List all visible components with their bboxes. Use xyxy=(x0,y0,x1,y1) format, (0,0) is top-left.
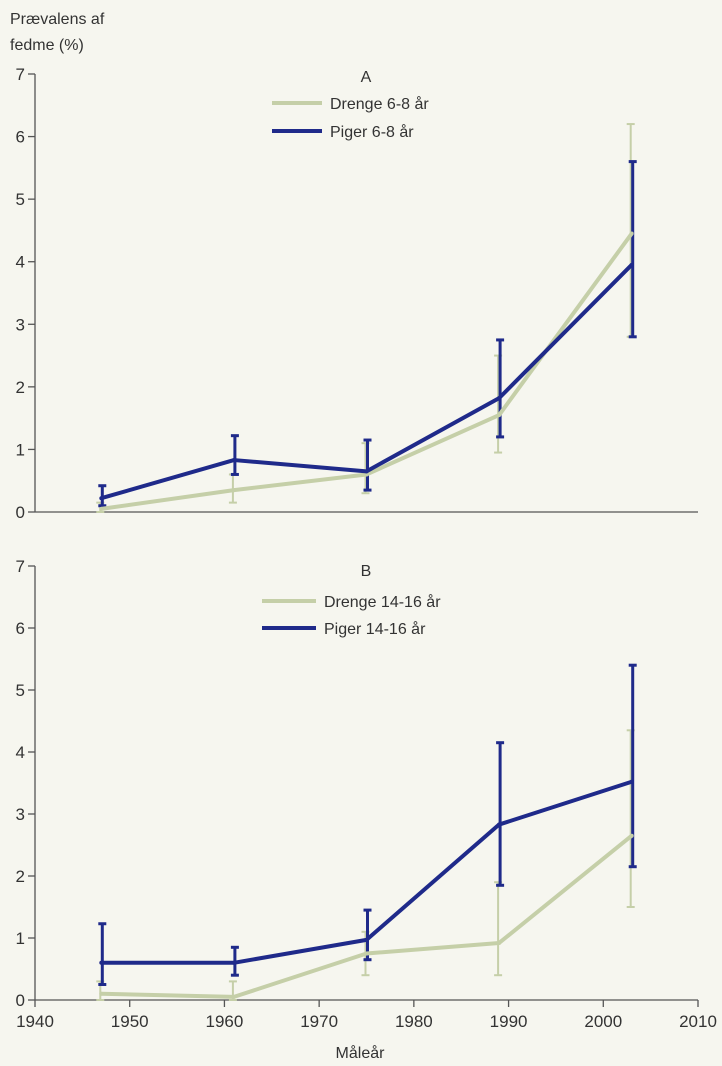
x-tick-label: 1950 xyxy=(111,1012,149,1031)
series-lines xyxy=(99,779,634,999)
y-tick-label: 5 xyxy=(16,190,25,209)
y-axis-ticks: 0 1 2 3 4 5 6 7 xyxy=(16,65,35,522)
x-tick-label: 2010 xyxy=(679,1012,717,1031)
x-tick-label: 1970 xyxy=(300,1012,338,1031)
legend-label-piger-6-8: Piger 6-8 år xyxy=(330,123,414,141)
data-point xyxy=(99,960,104,965)
x-tick-label: 1990 xyxy=(490,1012,528,1031)
data-point xyxy=(231,994,236,999)
x-tick-label: 1960 xyxy=(206,1012,244,1031)
y-tick-label: 6 xyxy=(16,128,25,147)
series-lines xyxy=(99,231,634,511)
y-axis-title-line2: fedme (%) xyxy=(10,37,84,54)
x-tick-label: 1980 xyxy=(395,1012,433,1031)
y-tick-label: 7 xyxy=(16,557,25,576)
y-axis-title-line1: Prævalens af xyxy=(10,11,105,28)
data-point xyxy=(99,496,104,501)
data-point xyxy=(99,506,104,511)
x-axis-title: Måleår xyxy=(336,1044,386,1062)
y-tick-label: 3 xyxy=(16,315,25,334)
y-tick-label: 2 xyxy=(16,867,25,886)
data-point xyxy=(629,779,634,784)
y-tick-label: 5 xyxy=(16,681,25,700)
y-tick-label: 1 xyxy=(16,440,25,459)
x-tick-label: 1940 xyxy=(16,1012,54,1031)
y-tick-label: 2 xyxy=(16,378,25,397)
error-bars xyxy=(96,663,637,1001)
error-bars xyxy=(96,123,637,513)
data-point xyxy=(497,396,502,401)
legend: Drenge 6-8 år Piger 6-8 år xyxy=(272,95,429,141)
data-point xyxy=(629,231,634,236)
legend-label-piger-14-16: Piger 14-16 år xyxy=(324,620,426,638)
y-tick-label: 4 xyxy=(16,253,25,272)
y-tick-label: 0 xyxy=(16,991,25,1010)
data-point xyxy=(497,413,502,418)
data-point xyxy=(629,262,634,267)
legend: Drenge 14-16 år Piger 14-16 år xyxy=(262,593,441,638)
data-point xyxy=(99,991,104,996)
y-tick-label: 0 xyxy=(16,503,25,522)
data-point xyxy=(364,472,369,477)
y-tick-label: 7 xyxy=(16,65,25,84)
y-tick-label: 1 xyxy=(16,929,25,948)
panel-label: B xyxy=(361,563,372,580)
x-tick-label: 2000 xyxy=(584,1012,622,1031)
y-tick-label: 6 xyxy=(16,619,25,638)
data-point xyxy=(231,960,236,965)
chart-panel-a: 0 1 2 3 4 5 6 7 A Drenge 6-8 år Piger 6-8 år xyxy=(16,65,698,522)
data-point xyxy=(364,937,369,942)
axis-ticks: 0 1 2 3 4 5 6 7 1940 1950 1960 1970 1980 1990 2000 2010 xyxy=(16,557,717,1031)
chart-panel-b: 0 1 2 3 4 5 6 7 1940 1950 1960 1970 1980 1990 2000 2010… xyxy=(16,557,717,1062)
data-point xyxy=(231,488,236,493)
y-tick-label: 4 xyxy=(16,743,25,762)
y-tick-label: 3 xyxy=(16,805,25,824)
panel-label: A xyxy=(361,69,372,86)
data-point xyxy=(231,458,236,463)
legend-label-drenge-14-16: Drenge 14-16 år xyxy=(324,593,441,611)
data-point xyxy=(364,469,369,474)
legend-label-drenge-6-8: Drenge 6-8 år xyxy=(330,95,429,113)
data-point xyxy=(364,951,369,956)
data-point xyxy=(497,822,502,827)
data-point xyxy=(497,940,502,945)
data-point xyxy=(629,833,634,838)
